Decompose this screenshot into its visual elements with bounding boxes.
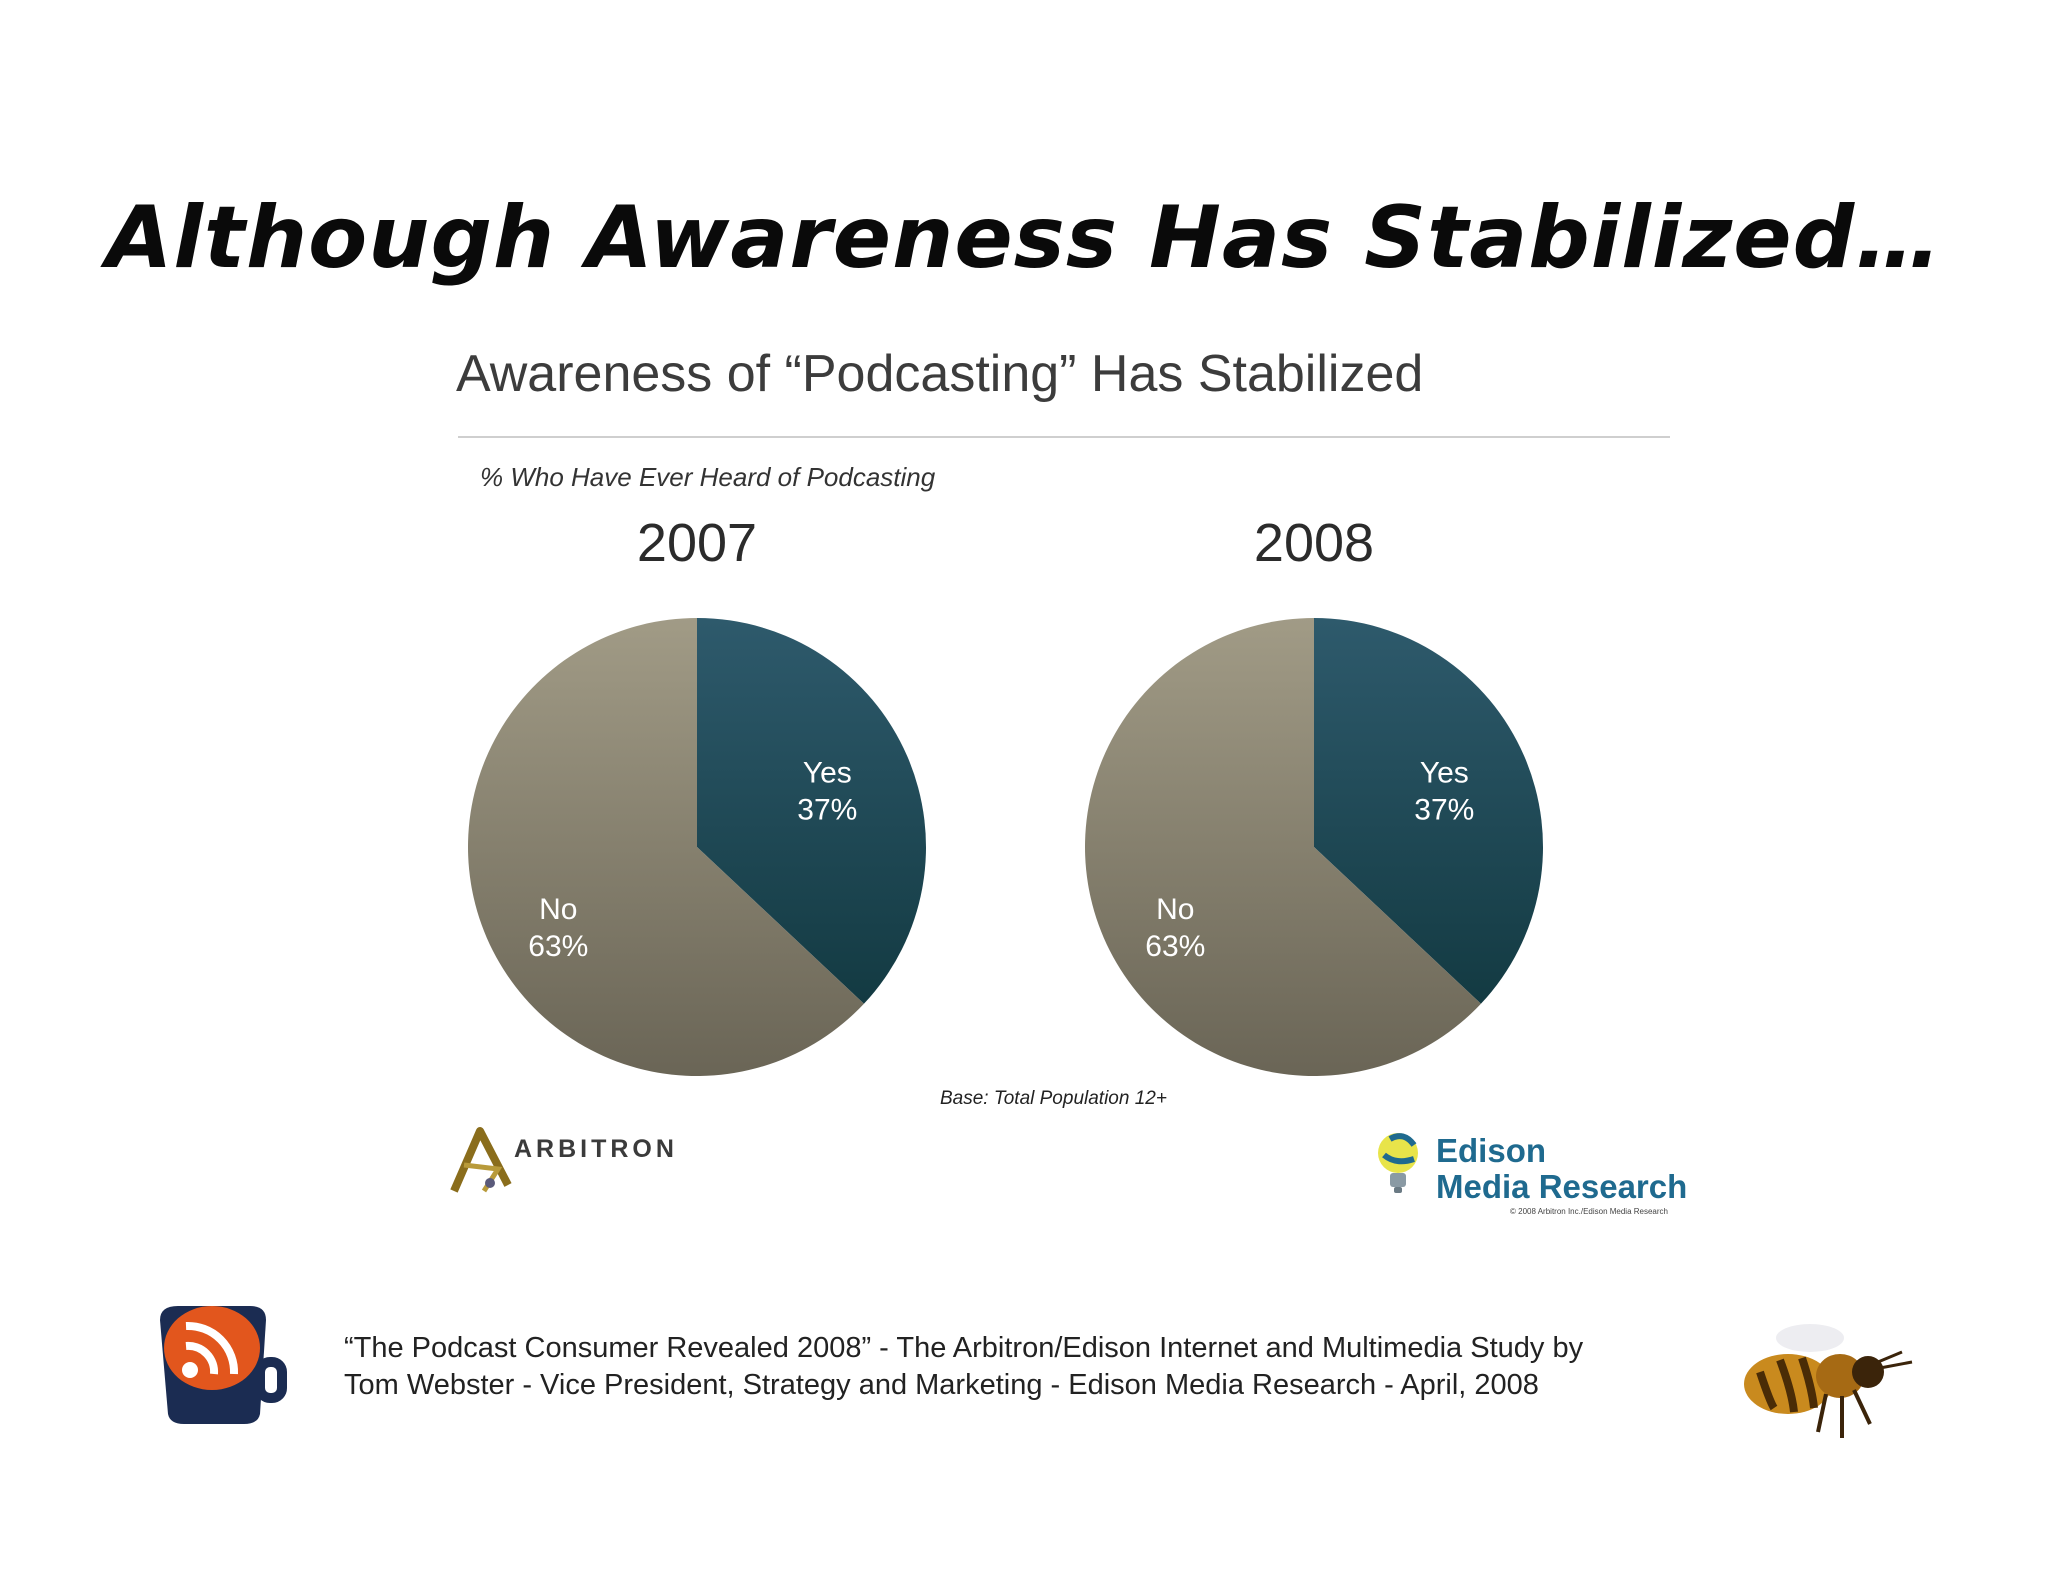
slice-label-yes: Yes [803, 757, 852, 790]
slice-label-no: No [539, 893, 577, 926]
chart-title: Awareness of “Podcasting” Has Stabilized [456, 345, 1424, 403]
copyright-note: © 2008 Arbitron Inc./Edison Media Resear… [1510, 1207, 1668, 1216]
pie-year-label: 2008 [1253, 513, 1375, 573]
chart-subtitle: % Who Have Ever Heard of Podcasting [480, 462, 936, 492]
edison-wordmark: Edison Media Research [1436, 1133, 1687, 1205]
edison-line-1: Edison [1436, 1132, 1547, 1169]
source-citation: “The Podcast Consumer Revealed 2008” - T… [344, 1330, 1583, 1404]
source-line-2: Tom Webster - Vice President, Strategy a… [344, 1369, 1539, 1401]
slice-value-yes: 37% [1414, 794, 1474, 827]
pie-chart-2008: Yes 37% No 63% [1085, 618, 1543, 1076]
pie-chart-2007: Yes 37% No 63% [468, 618, 926, 1076]
slice-label-no: No [1156, 893, 1194, 926]
edison-logo: Edison Media Research © 2008 Arbitron In… [1370, 1125, 1687, 1225]
bee-icon [1730, 1312, 1920, 1452]
slice-value-yes: 37% [797, 794, 857, 827]
pie-slice-no [468, 618, 864, 1076]
slice-value-no: 63% [1145, 930, 1205, 963]
slice-label-yes: Yes [1420, 757, 1469, 790]
arbitron-wordmark: ARBITRON [514, 1135, 678, 1163]
pie-panel-2007: 2007 Yes 37% No 63% [387, 512, 1007, 1092]
rss-mug-icon [150, 1296, 290, 1430]
pie-year-label: 2007 [636, 513, 758, 573]
lightbulb-icon [1378, 1133, 1418, 1193]
pie-slice-no [1085, 618, 1481, 1076]
slice-value-no: 63% [528, 930, 588, 963]
arbitron-logo: ARBITRON [446, 1125, 676, 1195]
pie-panel-2008: 2008 Yes 37% No 63% [1004, 512, 1624, 1092]
edison-line-2: Media Research [1436, 1168, 1688, 1205]
base-note: Base: Total Population 12+ [940, 1088, 1167, 1109]
source-line-1: “The Podcast Consumer Revealed 2008” - T… [344, 1332, 1584, 1364]
slide-title: Although Awareness Has Stabilized… [105, 188, 1943, 288]
title-divider [458, 436, 1670, 438]
arbitron-triangle-icon [450, 1127, 512, 1193]
pie-slice-yes [1314, 618, 1543, 1004]
pie-slice-yes [697, 618, 926, 1004]
